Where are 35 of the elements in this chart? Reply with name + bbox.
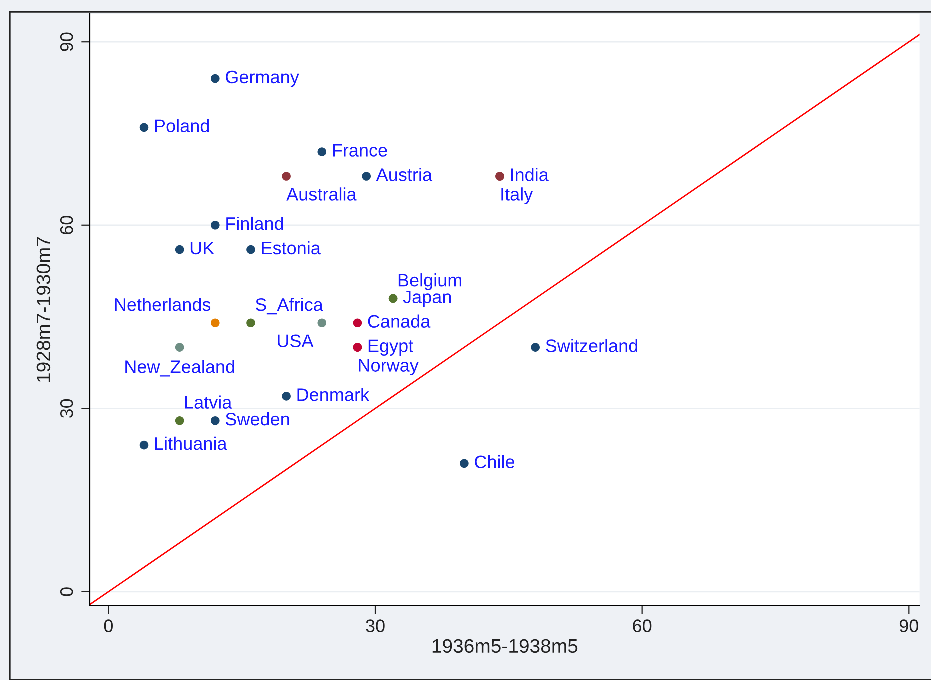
- annotation: UK: [190, 242, 214, 255]
- y-axis-title: 1928m7-1930m7: [36, 237, 51, 382]
- annotation: Estonia: [262, 241, 321, 255]
- y-tick-label: 90: [60, 32, 74, 52]
- annotation: Germany: [226, 70, 300, 88]
- annotation: India: [511, 168, 549, 182]
- x-tick-label: 0: [104, 620, 113, 632]
- annotation: Canada: [368, 314, 431, 328]
- x-axis-title: 1936m5-1938m5: [432, 639, 578, 654]
- annotation: Chile: [475, 455, 515, 468]
- annotation: Netherlands: [115, 298, 211, 312]
- annotation: Austria: [376, 168, 433, 182]
- annotation: France: [333, 144, 388, 157]
- annotation: Egypt: [368, 340, 414, 356]
- annotation: Sweden: [226, 412, 290, 426]
- annotation: S_Africa: [256, 298, 324, 315]
- annotation: USA: [278, 334, 314, 348]
- annotation: Norway: [359, 359, 419, 376]
- annotation: Italy: [502, 188, 534, 204]
- y-tick-label: 0: [60, 588, 74, 596]
- x-tick-label: 60: [633, 620, 652, 632]
- annotation: Lithuania: [155, 436, 228, 450]
- annotation: Poland: [155, 119, 210, 132]
- annotation: Finland: [226, 216, 284, 230]
- x-tick-label: 90: [900, 620, 918, 632]
- y-tick-label: 60: [60, 216, 74, 235]
- annotation: Denmark: [298, 388, 370, 402]
- annotation: New_Zealand: [126, 360, 234, 377]
- y-tick-label: 30: [60, 399, 74, 418]
- annotation: Australia: [286, 188, 357, 201]
- annotation: Japan: [403, 290, 452, 308]
- annotation: Belgium: [398, 274, 462, 290]
- x-tick-label: 30: [366, 620, 385, 632]
- annotation: Latvia: [185, 396, 232, 409]
- annotation: Switzerland: [546, 339, 638, 352]
